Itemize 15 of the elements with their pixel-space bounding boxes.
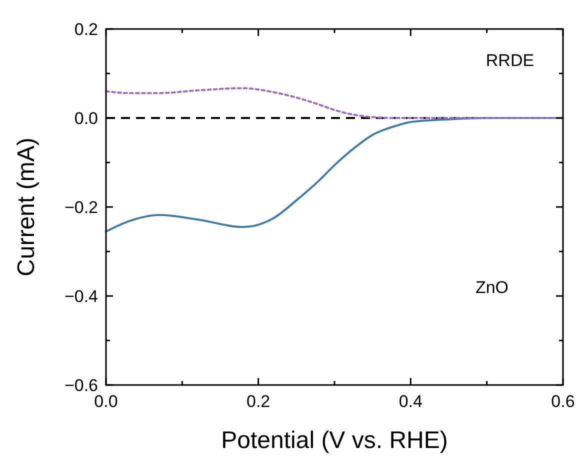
x-tick-label: 0.4 xyxy=(398,392,422,411)
x-tick-label: 0.0 xyxy=(94,392,118,411)
y-tick-label: −0.6 xyxy=(64,376,98,395)
y-tick-label: 0.0 xyxy=(74,109,98,128)
y-tick-label: −0.2 xyxy=(64,198,98,217)
y-tick-label: −0.4 xyxy=(64,287,98,306)
x-axis-title: Potential (V vs. RHE) xyxy=(221,427,448,454)
annotation: RRDE xyxy=(486,51,534,70)
x-tick-label: 0.2 xyxy=(246,392,270,411)
text: ZnO xyxy=(475,278,509,297)
line-series xyxy=(105,117,564,232)
line-series xyxy=(105,87,564,119)
x-tick-label: 0.6 xyxy=(551,392,575,411)
y-axis-title: Current (mA) xyxy=(13,138,40,276)
y-tick-label: 0.2 xyxy=(74,20,98,39)
